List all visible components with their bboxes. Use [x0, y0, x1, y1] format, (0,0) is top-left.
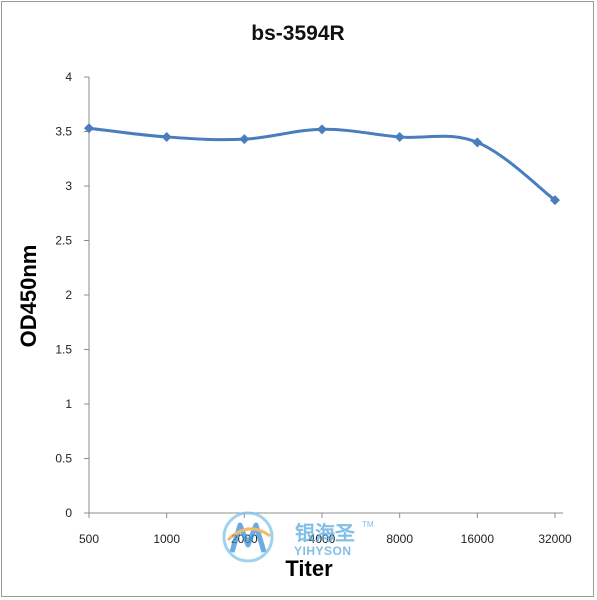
y-axis-title: OD450nm: [16, 245, 41, 348]
chart-title: bs-3594R: [251, 22, 344, 45]
axes: [84, 76, 563, 518]
y-tick-label: 3.5: [55, 125, 72, 139]
y-tick-label: 2.5: [55, 234, 72, 248]
series-line: [88, 126, 556, 202]
x-tick-label: 16000: [461, 532, 495, 546]
series: [84, 123, 560, 206]
data-point-marker: [84, 123, 94, 134]
y-tick-label: 2: [65, 288, 72, 302]
logo-ring-icon: [222, 511, 274, 563]
y-tick-label: 0: [65, 506, 72, 520]
y-tick-label: 1: [65, 397, 72, 411]
y-tick-label: 0.5: [55, 452, 72, 466]
data-point-marker: [550, 195, 560, 206]
y-tick-labels: 0 0.5 1 1.5 2 2.5 3 3.5 4: [55, 70, 72, 520]
y-tick-label: 3: [65, 179, 72, 193]
watermark-en: YIHYSON: [294, 544, 352, 558]
data-point-marker: [317, 124, 327, 135]
x-tick-label: 8000: [386, 532, 413, 546]
data-point-marker: [394, 131, 405, 142]
logo-swoosh-icon: [226, 527, 271, 542]
x-tick-label: 4000: [309, 532, 336, 546]
x-tick-label: 500: [79, 532, 99, 546]
watermark-tm: TM: [362, 520, 374, 529]
yihyson-watermark-logo: 银海圣 TM YIHYSON: [222, 511, 374, 563]
y-tick-label: 4: [65, 70, 72, 84]
x-axis-title: Titer: [285, 556, 333, 581]
y-tick-label: 1.5: [55, 343, 72, 357]
watermark-cn: 银海圣: [295, 521, 356, 545]
x-tick-label: 32000: [538, 532, 572, 546]
data-point-marker: [161, 131, 172, 142]
data-point-marker: [239, 134, 250, 145]
data-point-marker: [472, 137, 483, 148]
x-tick-label: 1000: [153, 532, 180, 546]
